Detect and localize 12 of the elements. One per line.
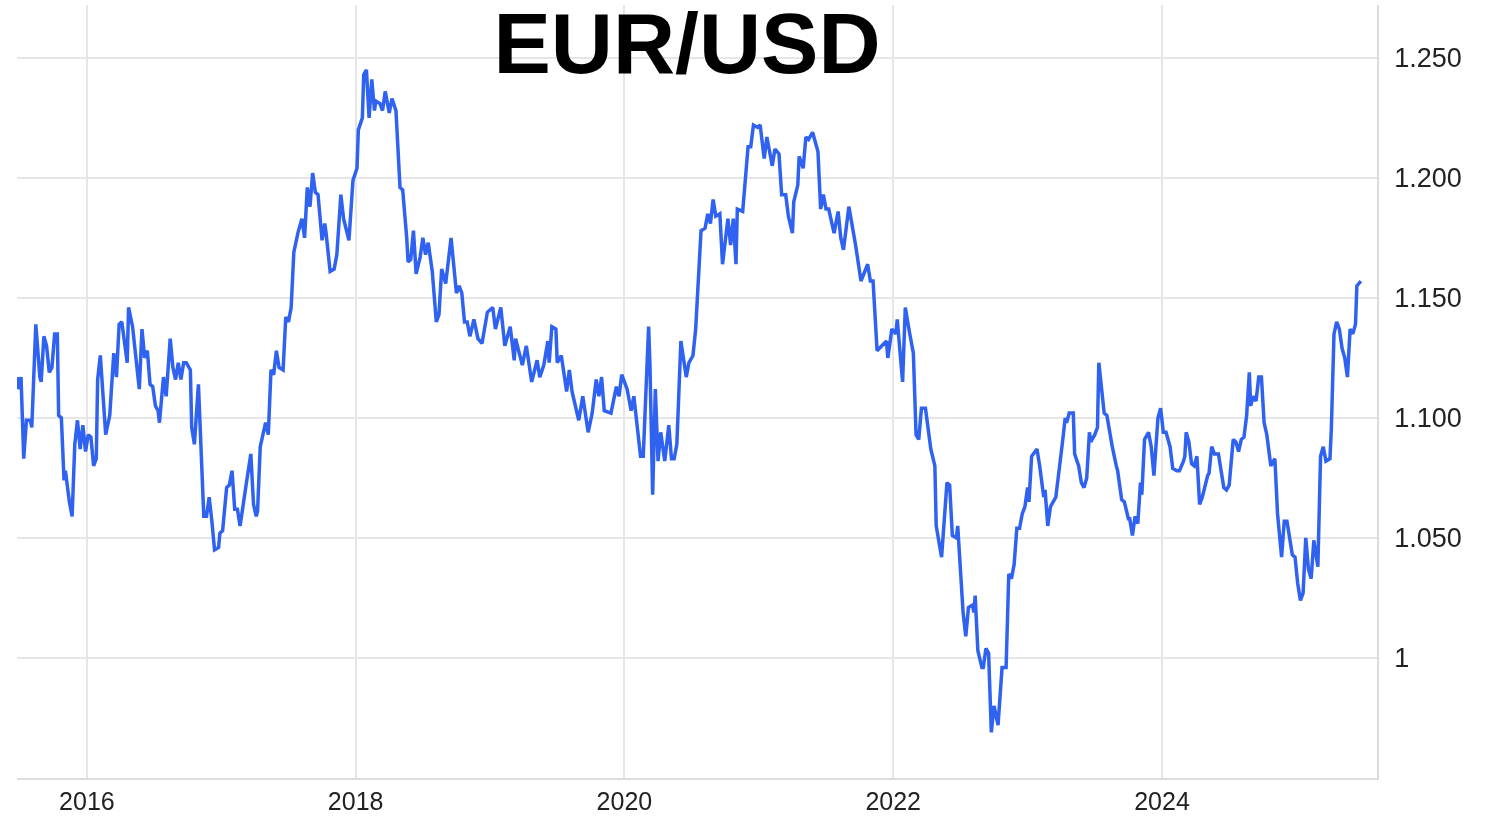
x-tick-label: 2022	[865, 786, 922, 815]
y-tick-label: 1	[1394, 643, 1410, 674]
chart-title: EUR/USD	[493, 0, 881, 91]
x-tick-label: 2016	[59, 786, 115, 815]
x-tick-label: 2020	[596, 786, 653, 815]
y-tick-label: 1.100	[1394, 403, 1462, 434]
x-tick-label: 2018	[327, 786, 384, 815]
x-tick-label: 2024	[1134, 786, 1190, 815]
y-tick-label: 1.250	[1394, 43, 1462, 74]
y-tick-label: 1.200	[1394, 163, 1462, 194]
y-tick-label: 1.050	[1394, 523, 1462, 554]
y-tick-label: 1.150	[1394, 283, 1462, 314]
